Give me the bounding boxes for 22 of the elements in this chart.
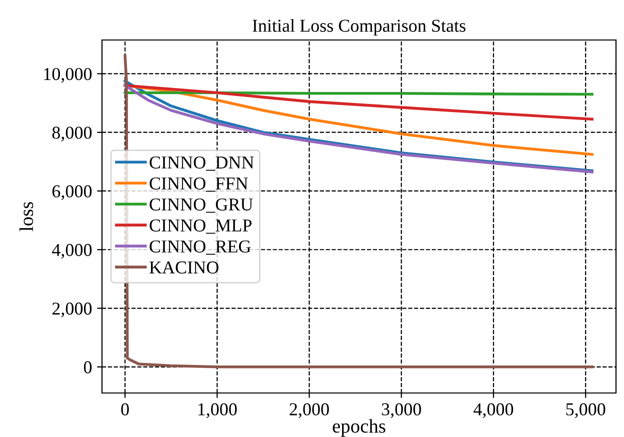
legend-label: CINNO_FFN xyxy=(150,177,248,192)
x-tick-label: 4,000 xyxy=(474,403,514,418)
legend-label: CINNO_GRU xyxy=(150,198,253,213)
y-tick-label: 10,000 xyxy=(44,68,92,83)
x-tick-label: 3,000 xyxy=(382,403,421,418)
legend-label: CINNO_DNN xyxy=(150,156,254,171)
y-tick-label: 2,000 xyxy=(52,302,92,318)
line-series xyxy=(124,84,594,121)
legend-label: CINNO_REG xyxy=(150,240,251,255)
x-tick-label: 5,000 xyxy=(566,403,606,418)
y-tick-label: 6,000 xyxy=(52,185,92,200)
x-tick-label: 1,000 xyxy=(198,403,237,418)
x-axis-title: epochs xyxy=(332,419,386,437)
y-tick-label: 4,000 xyxy=(52,244,92,259)
chart-title: Initial Loss Comparison Stats xyxy=(252,19,466,36)
y-tick-label: 0 xyxy=(84,361,92,374)
x-tick-label: 2,000 xyxy=(290,403,329,418)
y-axis-title: loss xyxy=(19,202,34,232)
y-tick-label: 8,000 xyxy=(52,126,92,142)
legend-label: KACINO xyxy=(149,261,218,274)
x-tick-label: 0 xyxy=(121,403,129,416)
legend-label: CINNO_MLP xyxy=(150,219,252,234)
